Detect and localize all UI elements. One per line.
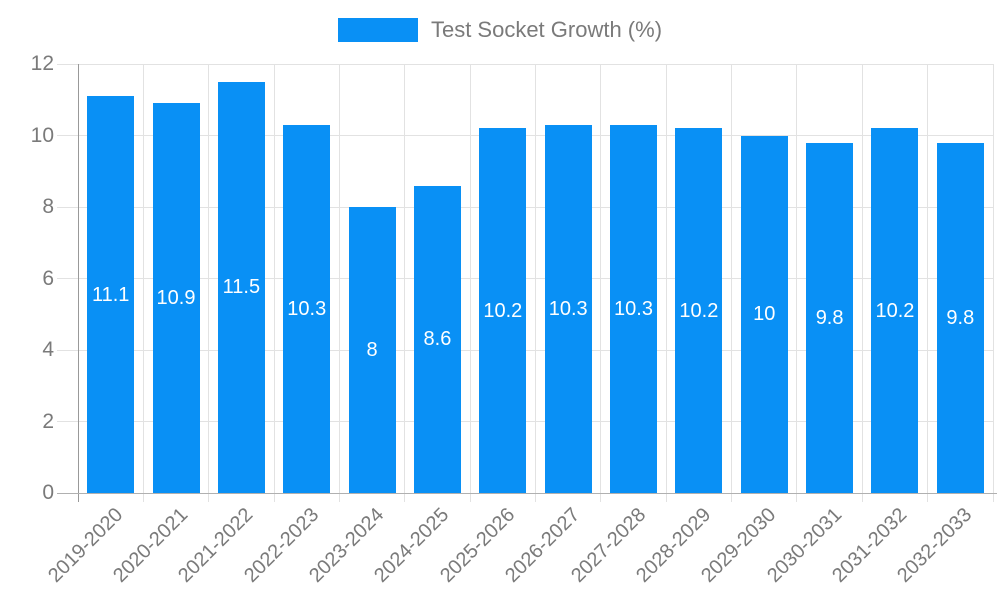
- bar[interactable]: [479, 128, 527, 493]
- bar-value-label: 10.3: [287, 297, 327, 320]
- bar-value-label: 9.8: [815, 306, 844, 329]
- y-tick-label: 2: [42, 409, 54, 433]
- bar-value-label: 10.3: [548, 297, 588, 320]
- gridline-vertical: [731, 64, 733, 502]
- bar[interactable]: [740, 135, 788, 493]
- gridline-vertical: [469, 64, 471, 502]
- y-tick-label: 6: [42, 266, 54, 290]
- bar-value-label: 9.8: [946, 306, 975, 329]
- gridline-vertical: [273, 64, 275, 502]
- x-axis-line: [57, 492, 997, 494]
- bar[interactable]: [283, 124, 331, 493]
- bar[interactable]: [152, 103, 200, 493]
- gridline-vertical: [404, 64, 406, 502]
- gridline-vertical: [142, 64, 144, 502]
- gridline-vertical: [861, 64, 863, 502]
- bar-value-label: 8: [366, 339, 378, 361]
- bar[interactable]: [610, 124, 658, 493]
- bar[interactable]: [348, 207, 396, 493]
- bar[interactable]: [936, 142, 984, 493]
- y-tick-label: 8: [42, 195, 54, 218]
- bar[interactable]: [217, 81, 265, 493]
- bar-value-label: 10.2: [483, 299, 523, 322]
- bar[interactable]: [87, 96, 135, 493]
- bar-value-label: 11.5: [222, 276, 261, 299]
- bar[interactable]: [544, 124, 592, 493]
- y-tick-label: 4: [42, 338, 54, 361]
- bar-value-label: 10.9: [156, 287, 196, 310]
- bar-value-label: 10.2: [679, 299, 719, 322]
- gridline-vertical: [600, 64, 602, 502]
- bar-value-label: 10: [753, 303, 776, 326]
- bar-value-label: 11.1: [91, 283, 130, 306]
- legend[interactable]: Test Socket Growth (%): [0, 17, 1000, 43]
- gridline-vertical: [208, 64, 210, 502]
- bar[interactable]: [806, 142, 854, 493]
- bar[interactable]: [675, 128, 723, 493]
- legend-swatch: [337, 18, 418, 42]
- y-axis-line: [77, 64, 79, 502]
- legend-label: Test Socket Growth (%): [430, 17, 663, 42]
- gridline-vertical: [665, 64, 667, 502]
- gridline-vertical: [992, 64, 994, 502]
- y-tick-label: 12: [30, 52, 54, 75]
- y-tick-label: 10: [30, 123, 54, 147]
- gridline-vertical: [535, 64, 536, 502]
- bar-value-label: 10.3: [614, 297, 653, 320]
- bar-value-label: 8.6: [423, 328, 452, 351]
- gridline-horizontal: [57, 63, 993, 65]
- y-tick-label: 0: [42, 481, 54, 504]
- bar-value-label: 10.2: [875, 299, 915, 322]
- bar[interactable]: [871, 128, 919, 493]
- gridline-vertical: [927, 64, 929, 502]
- gridline-vertical: [796, 64, 798, 502]
- gridline-vertical: [338, 64, 340, 502]
- bar[interactable]: [413, 185, 461, 493]
